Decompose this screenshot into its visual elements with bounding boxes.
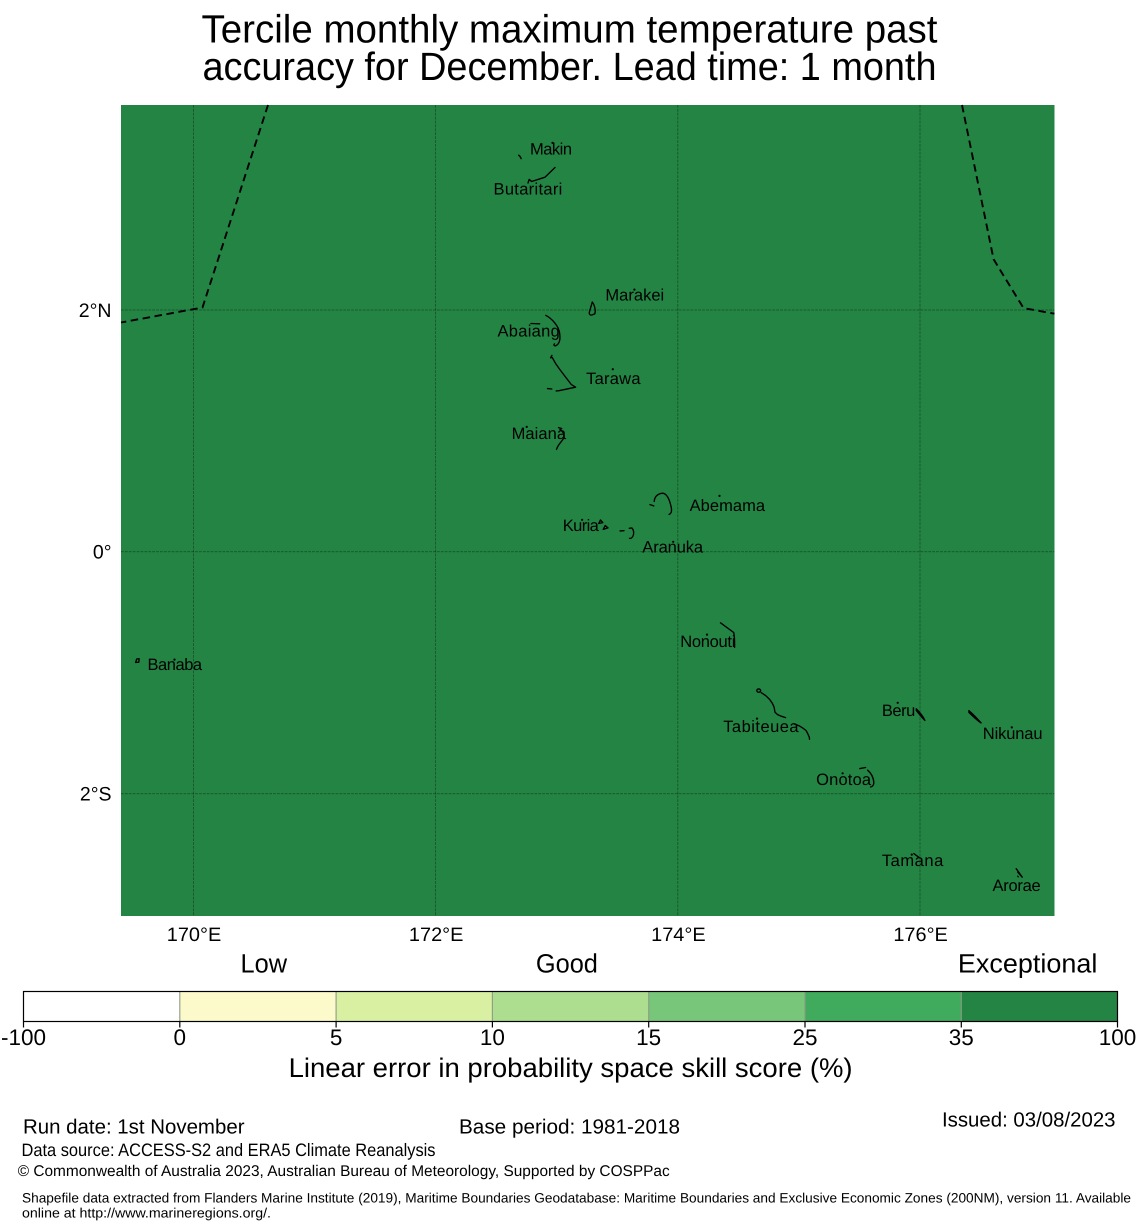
svg-text:online at http://www.marinereg: online at http://www.marineregions.org/. bbox=[22, 1206, 271, 1221]
svg-text:Butaritari: Butaritari bbox=[494, 181, 563, 199]
svg-text:Arorae: Arorae bbox=[993, 877, 1041, 895]
svg-text:Shapefile data extracted from: Shapefile data extracted from Flanders M… bbox=[22, 1191, 1131, 1206]
svg-text:Tamana: Tamana bbox=[882, 852, 944, 870]
svg-text:174°E: 174°E bbox=[651, 924, 706, 946]
svg-text:Banaba: Banaba bbox=[148, 656, 203, 674]
svg-text:172°E: 172°E bbox=[409, 924, 464, 946]
svg-text:Exceptional: Exceptional bbox=[958, 948, 1098, 978]
svg-text:25: 25 bbox=[792, 1025, 817, 1050]
svg-text:Data source: ACCESS-S2 and ERA: Data source: ACCESS-S2 and ERA5 Climate … bbox=[22, 1140, 436, 1160]
svg-text:Tercile monthly maximum temper: Tercile monthly maximum temperature past bbox=[202, 8, 938, 52]
svg-text:© Commonwealth of Australia 20: © Commonwealth of Australia 2023, Austra… bbox=[18, 1163, 670, 1180]
svg-text:Abaiang: Abaiang bbox=[498, 322, 560, 340]
svg-text:176°E: 176°E bbox=[893, 924, 948, 946]
svg-text:Kuria: Kuria bbox=[563, 517, 600, 535]
svg-text:15: 15 bbox=[636, 1025, 661, 1050]
svg-text:Good: Good bbox=[536, 948, 598, 978]
svg-text:Abemama: Abemama bbox=[690, 497, 766, 515]
svg-text:2°N: 2°N bbox=[79, 300, 112, 322]
svg-text:Tabiteuea: Tabiteuea bbox=[723, 718, 799, 736]
svg-text:Tarawa: Tarawa bbox=[586, 370, 641, 388]
svg-text:170°E: 170°E bbox=[167, 924, 222, 946]
svg-text:Marakei: Marakei bbox=[605, 287, 664, 305]
svg-text:0: 0 bbox=[174, 1025, 187, 1050]
svg-text:100: 100 bbox=[1099, 1025, 1137, 1050]
svg-text:Base period: 1981-2018: Base period: 1981-2018 bbox=[459, 1115, 680, 1138]
svg-text:Nikunau: Nikunau bbox=[983, 725, 1043, 743]
svg-text:2°S: 2°S bbox=[80, 783, 112, 805]
svg-text:Maiana: Maiana bbox=[512, 425, 567, 443]
svg-text:Onotoa: Onotoa bbox=[816, 771, 872, 789]
svg-text:Nonouti: Nonouti bbox=[680, 633, 735, 651]
svg-text:Linear error in probability sp: Linear error in probability space skill … bbox=[289, 1053, 853, 1083]
svg-text:Makin: Makin bbox=[530, 141, 572, 159]
svg-text:-100: -100 bbox=[1, 1025, 46, 1050]
svg-text:10: 10 bbox=[480, 1025, 505, 1050]
svg-text:Low: Low bbox=[241, 948, 288, 978]
svg-text:Beru: Beru bbox=[882, 702, 915, 720]
svg-text:35: 35 bbox=[949, 1025, 974, 1050]
svg-text:Issued: 03/08/2023: Issued: 03/08/2023 bbox=[942, 1108, 1116, 1131]
svg-text:5: 5 bbox=[330, 1025, 343, 1050]
svg-text:Run date: 1st November: Run date: 1st November bbox=[23, 1115, 245, 1138]
svg-text:0°: 0° bbox=[93, 541, 112, 563]
svg-text:Aranuka: Aranuka bbox=[642, 538, 704, 556]
svg-text:accuracy for December. Lead ti: accuracy for December. Lead time: 1 mont… bbox=[203, 45, 937, 89]
